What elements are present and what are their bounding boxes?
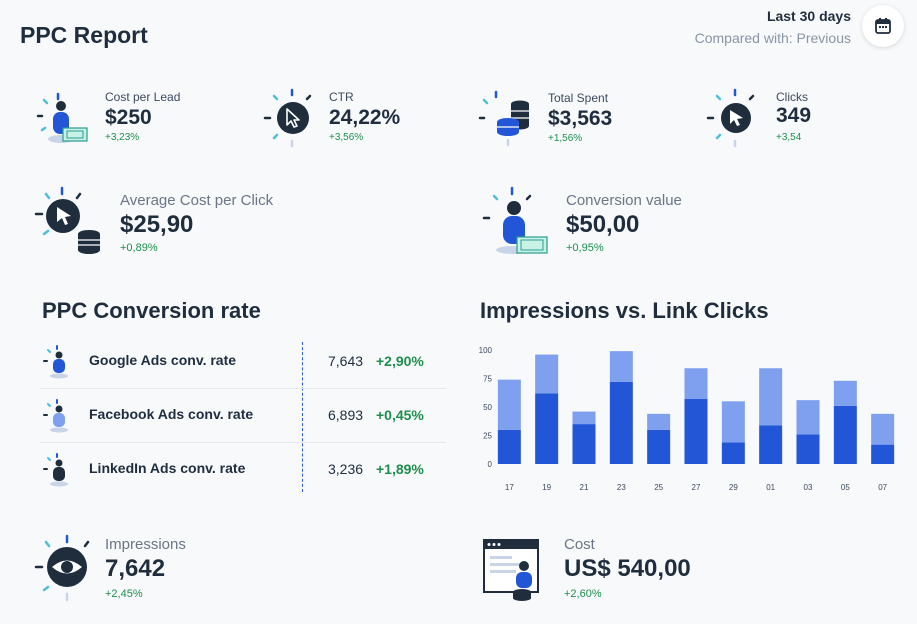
- kpi-delta-conversion-value: +0,95%: [566, 242, 604, 254]
- compare-label: Compared with: Previous: [694, 30, 851, 46]
- kpi-value-ctr: 24,22%: [329, 106, 401, 129]
- bar-segment-27[interactable]: [684, 399, 708, 464]
- kpi-value-cost: US$ 540,00: [564, 555, 691, 582]
- bar-segment-29[interactable]: [721, 442, 745, 464]
- x-tick-label: 05: [841, 483, 850, 492]
- person-icon: [43, 453, 71, 492]
- chart-title: Impressions vs. Link Clicks: [480, 298, 769, 323]
- conv-row-value: 6,893: [328, 407, 364, 423]
- bar-segment-27[interactable]: [684, 368, 708, 400]
- page-title: PPC Report: [20, 22, 148, 48]
- bar-segment-19[interactable]: [535, 393, 559, 464]
- x-tick-label: 07: [878, 483, 887, 492]
- kpi-label-total-spent: Total Spent: [548, 91, 609, 105]
- list-item: Google Ads conv. rate 7,643 +2,90%: [40, 335, 446, 389]
- calendar-icon: [875, 18, 891, 34]
- x-tick-label: 17: [505, 483, 514, 492]
- conv-row-delta: +2,90%: [376, 353, 424, 369]
- conv-row-name: LinkedIn Ads conv. rate: [89, 460, 246, 476]
- conv-row-delta: +0,45%: [376, 407, 424, 423]
- x-tick-label: 03: [804, 483, 813, 492]
- divider: [302, 342, 303, 492]
- x-tick-label: 23: [617, 483, 626, 492]
- impressions-chart: 0 25 50 75 100 17 19 21 23 25 27 29 01 03 05 07: [479, 346, 895, 492]
- bar-segment-03[interactable]: [796, 400, 820, 435]
- bar-segment-01[interactable]: [759, 425, 783, 464]
- kpi-value-avg-cpc: $25,90: [120, 211, 194, 238]
- kpi-label-cost-per-lead: Cost per Lead: [105, 90, 181, 104]
- bar-segment-05[interactable]: [833, 405, 857, 464]
- bar-segment-21[interactable]: [572, 424, 596, 464]
- coins-icon: [478, 90, 534, 153]
- cursor-click-icon: [262, 88, 322, 153]
- conv-row-name: Google Ads conv. rate: [89, 352, 237, 368]
- date-range-label[interactable]: Last 30 days: [766, 8, 851, 24]
- person-icon: [43, 345, 71, 384]
- cursor-coins-icon: [34, 186, 106, 261]
- kpi-label-clicks: Clicks: [776, 90, 808, 104]
- calendar-button[interactable]: [862, 5, 904, 47]
- bar-segment-01[interactable]: [759, 368, 783, 426]
- y-tick-label: 50: [483, 403, 492, 412]
- bar-segment-19[interactable]: [535, 354, 559, 394]
- bar-segment-25[interactable]: [647, 429, 671, 464]
- x-tick-label: 19: [542, 483, 551, 492]
- eye-icon: [34, 534, 100, 607]
- kpi-value-clicks: 349: [776, 104, 812, 127]
- bar-segment-25[interactable]: [647, 413, 671, 430]
- bar-segment-07[interactable]: [871, 444, 895, 464]
- y-tick-label: 75: [483, 375, 492, 384]
- conv-row-name: Facebook Ads conv. rate: [89, 406, 254, 422]
- person-money-icon: [482, 186, 550, 261]
- bar-segment-05[interactable]: [833, 380, 857, 406]
- kpi-label-impressions: Impressions: [105, 536, 186, 553]
- kpi-delta-cost: +2,60%: [564, 588, 602, 600]
- bar-segment-17[interactable]: [497, 429, 521, 464]
- bar-segment-29[interactable]: [721, 401, 745, 443]
- list-item: LinkedIn Ads conv. rate 3,236 +1,89%: [40, 443, 446, 497]
- kpi-label-cost: Cost: [564, 536, 595, 553]
- bar-segment-21[interactable]: [572, 411, 596, 425]
- x-tick-label: 21: [580, 483, 589, 492]
- list-item: Facebook Ads conv. rate 6,893 +0,45%: [40, 389, 446, 443]
- bar-segment-23[interactable]: [609, 351, 633, 382]
- x-tick-label: 25: [654, 483, 663, 492]
- bar-segment-07[interactable]: [871, 413, 895, 445]
- bar-segment-23[interactable]: [609, 381, 633, 464]
- kpi-value-total-spent: $3,563: [548, 107, 613, 130]
- conv-row-value: 7,643: [328, 353, 364, 369]
- kpi-value-impressions: 7,642: [105, 555, 166, 582]
- y-tick-label: 0: [488, 460, 493, 469]
- kpi-label-conversion-value: Conversion value: [566, 192, 682, 209]
- browser-person-icon: [482, 538, 542, 607]
- bar-segment-17[interactable]: [497, 379, 521, 430]
- conversion-section-title: PPC Conversion rate: [42, 298, 261, 323]
- kpi-delta-impressions: +2,45%: [105, 588, 143, 600]
- person-money-icon: [36, 92, 92, 151]
- kpi-label-avg-cpc: Average Cost per Click: [120, 192, 274, 209]
- kpi-value-conversion-value: $50,00: [566, 211, 640, 238]
- conv-row-value: 3,236: [328, 461, 364, 477]
- person-icon: [43, 399, 71, 438]
- y-tick-label: 100: [479, 346, 493, 355]
- x-tick-label: 27: [692, 483, 701, 492]
- cursor-icon: [705, 88, 765, 153]
- x-tick-label: 01: [766, 483, 775, 492]
- y-tick-label: 25: [483, 432, 492, 441]
- kpi-delta-total-spent: +1,56%: [548, 133, 583, 144]
- kpi-delta-clicks: +3,54: [776, 132, 802, 143]
- kpi-label-ctr: CTR: [329, 90, 354, 104]
- bar-segment-03[interactable]: [796, 434, 820, 464]
- kpi-value-cost-per-lead: $250: [105, 106, 152, 129]
- kpi-delta-ctr: +3,56%: [329, 132, 364, 143]
- kpi-delta-cost-per-lead: +3,23%: [105, 132, 140, 143]
- kpi-delta-avg-cpc: +0,89%: [120, 242, 158, 254]
- conv-row-delta: +1,89%: [376, 461, 424, 477]
- x-tick-label: 29: [729, 483, 738, 492]
